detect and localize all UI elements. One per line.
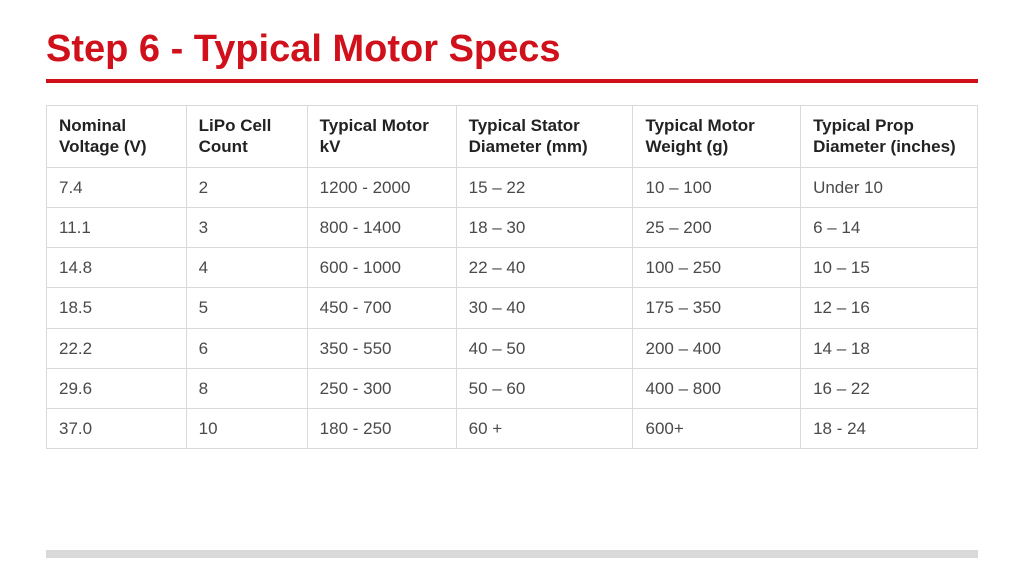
table-row: 14.8 4 600 - 1000 22 – 40 100 – 250 10 –… — [47, 248, 978, 288]
table-body: 7.4 2 1200 - 2000 15 – 22 10 – 100 Under… — [47, 167, 978, 449]
cell: Under 10 — [801, 167, 978, 207]
cell: 6 — [186, 328, 307, 368]
cell: 22 – 40 — [456, 248, 633, 288]
table-row: 7.4 2 1200 - 2000 15 – 22 10 – 100 Under… — [47, 167, 978, 207]
cell: 400 – 800 — [633, 368, 801, 408]
cell: 30 – 40 — [456, 288, 633, 328]
cell: 350 - 550 — [307, 328, 456, 368]
table-row: 37.0 10 180 - 250 60 + 600+ 18 - 24 — [47, 409, 978, 449]
cell: 600+ — [633, 409, 801, 449]
cell: 2 — [186, 167, 307, 207]
title-rule — [46, 79, 978, 83]
table-head: Nominal Voltage (V) LiPo Cell Count Typi… — [47, 106, 978, 168]
col-header: Typical Motor Weight (g) — [633, 106, 801, 168]
slide: Step 6 - Typical Motor Specs Nominal Vol… — [0, 0, 1024, 576]
cell: 8 — [186, 368, 307, 408]
cell: 18.5 — [47, 288, 187, 328]
cell: 3 — [186, 207, 307, 247]
cell: 25 – 200 — [633, 207, 801, 247]
cell: 50 – 60 — [456, 368, 633, 408]
cell: 600 - 1000 — [307, 248, 456, 288]
cell: 5 — [186, 288, 307, 328]
cell: 60 + — [456, 409, 633, 449]
cell: 22.2 — [47, 328, 187, 368]
col-header: Typical Prop Diameter (inches) — [801, 106, 978, 168]
cell: 10 – 100 — [633, 167, 801, 207]
cell: 7.4 — [47, 167, 187, 207]
cell: 450 - 700 — [307, 288, 456, 328]
cell: 40 – 50 — [456, 328, 633, 368]
page-title: Step 6 - Typical Motor Specs — [46, 28, 978, 71]
cell: 29.6 — [47, 368, 187, 408]
cell: 180 - 250 — [307, 409, 456, 449]
motor-specs-table: Nominal Voltage (V) LiPo Cell Count Typi… — [46, 105, 978, 449]
table-row: 18.5 5 450 - 700 30 – 40 175 – 350 12 – … — [47, 288, 978, 328]
cell: 10 – 15 — [801, 248, 978, 288]
cell: 16 – 22 — [801, 368, 978, 408]
cell: 100 – 250 — [633, 248, 801, 288]
cell: 14 – 18 — [801, 328, 978, 368]
cell: 1200 - 2000 — [307, 167, 456, 207]
cell: 800 - 1400 — [307, 207, 456, 247]
cell: 200 – 400 — [633, 328, 801, 368]
table-row: 11.1 3 800 - 1400 18 – 30 25 – 200 6 – 1… — [47, 207, 978, 247]
cell: 18 – 30 — [456, 207, 633, 247]
col-header: LiPo Cell Count — [186, 106, 307, 168]
cell: 12 – 16 — [801, 288, 978, 328]
cell: 11.1 — [47, 207, 187, 247]
cell: 18 - 24 — [801, 409, 978, 449]
cell: 37.0 — [47, 409, 187, 449]
cell: 175 – 350 — [633, 288, 801, 328]
table-row: 22.2 6 350 - 550 40 – 50 200 – 400 14 – … — [47, 328, 978, 368]
col-header: Nominal Voltage (V) — [47, 106, 187, 168]
table-header-row: Nominal Voltage (V) LiPo Cell Count Typi… — [47, 106, 978, 168]
table-row: 29.6 8 250 - 300 50 – 60 400 – 800 16 – … — [47, 368, 978, 408]
col-header: Typical Stator Diameter (mm) — [456, 106, 633, 168]
footer-bar — [46, 550, 978, 558]
cell: 4 — [186, 248, 307, 288]
cell: 14.8 — [47, 248, 187, 288]
col-header: Typical Motor kV — [307, 106, 456, 168]
cell: 250 - 300 — [307, 368, 456, 408]
cell: 15 – 22 — [456, 167, 633, 207]
cell: 6 – 14 — [801, 207, 978, 247]
cell: 10 — [186, 409, 307, 449]
